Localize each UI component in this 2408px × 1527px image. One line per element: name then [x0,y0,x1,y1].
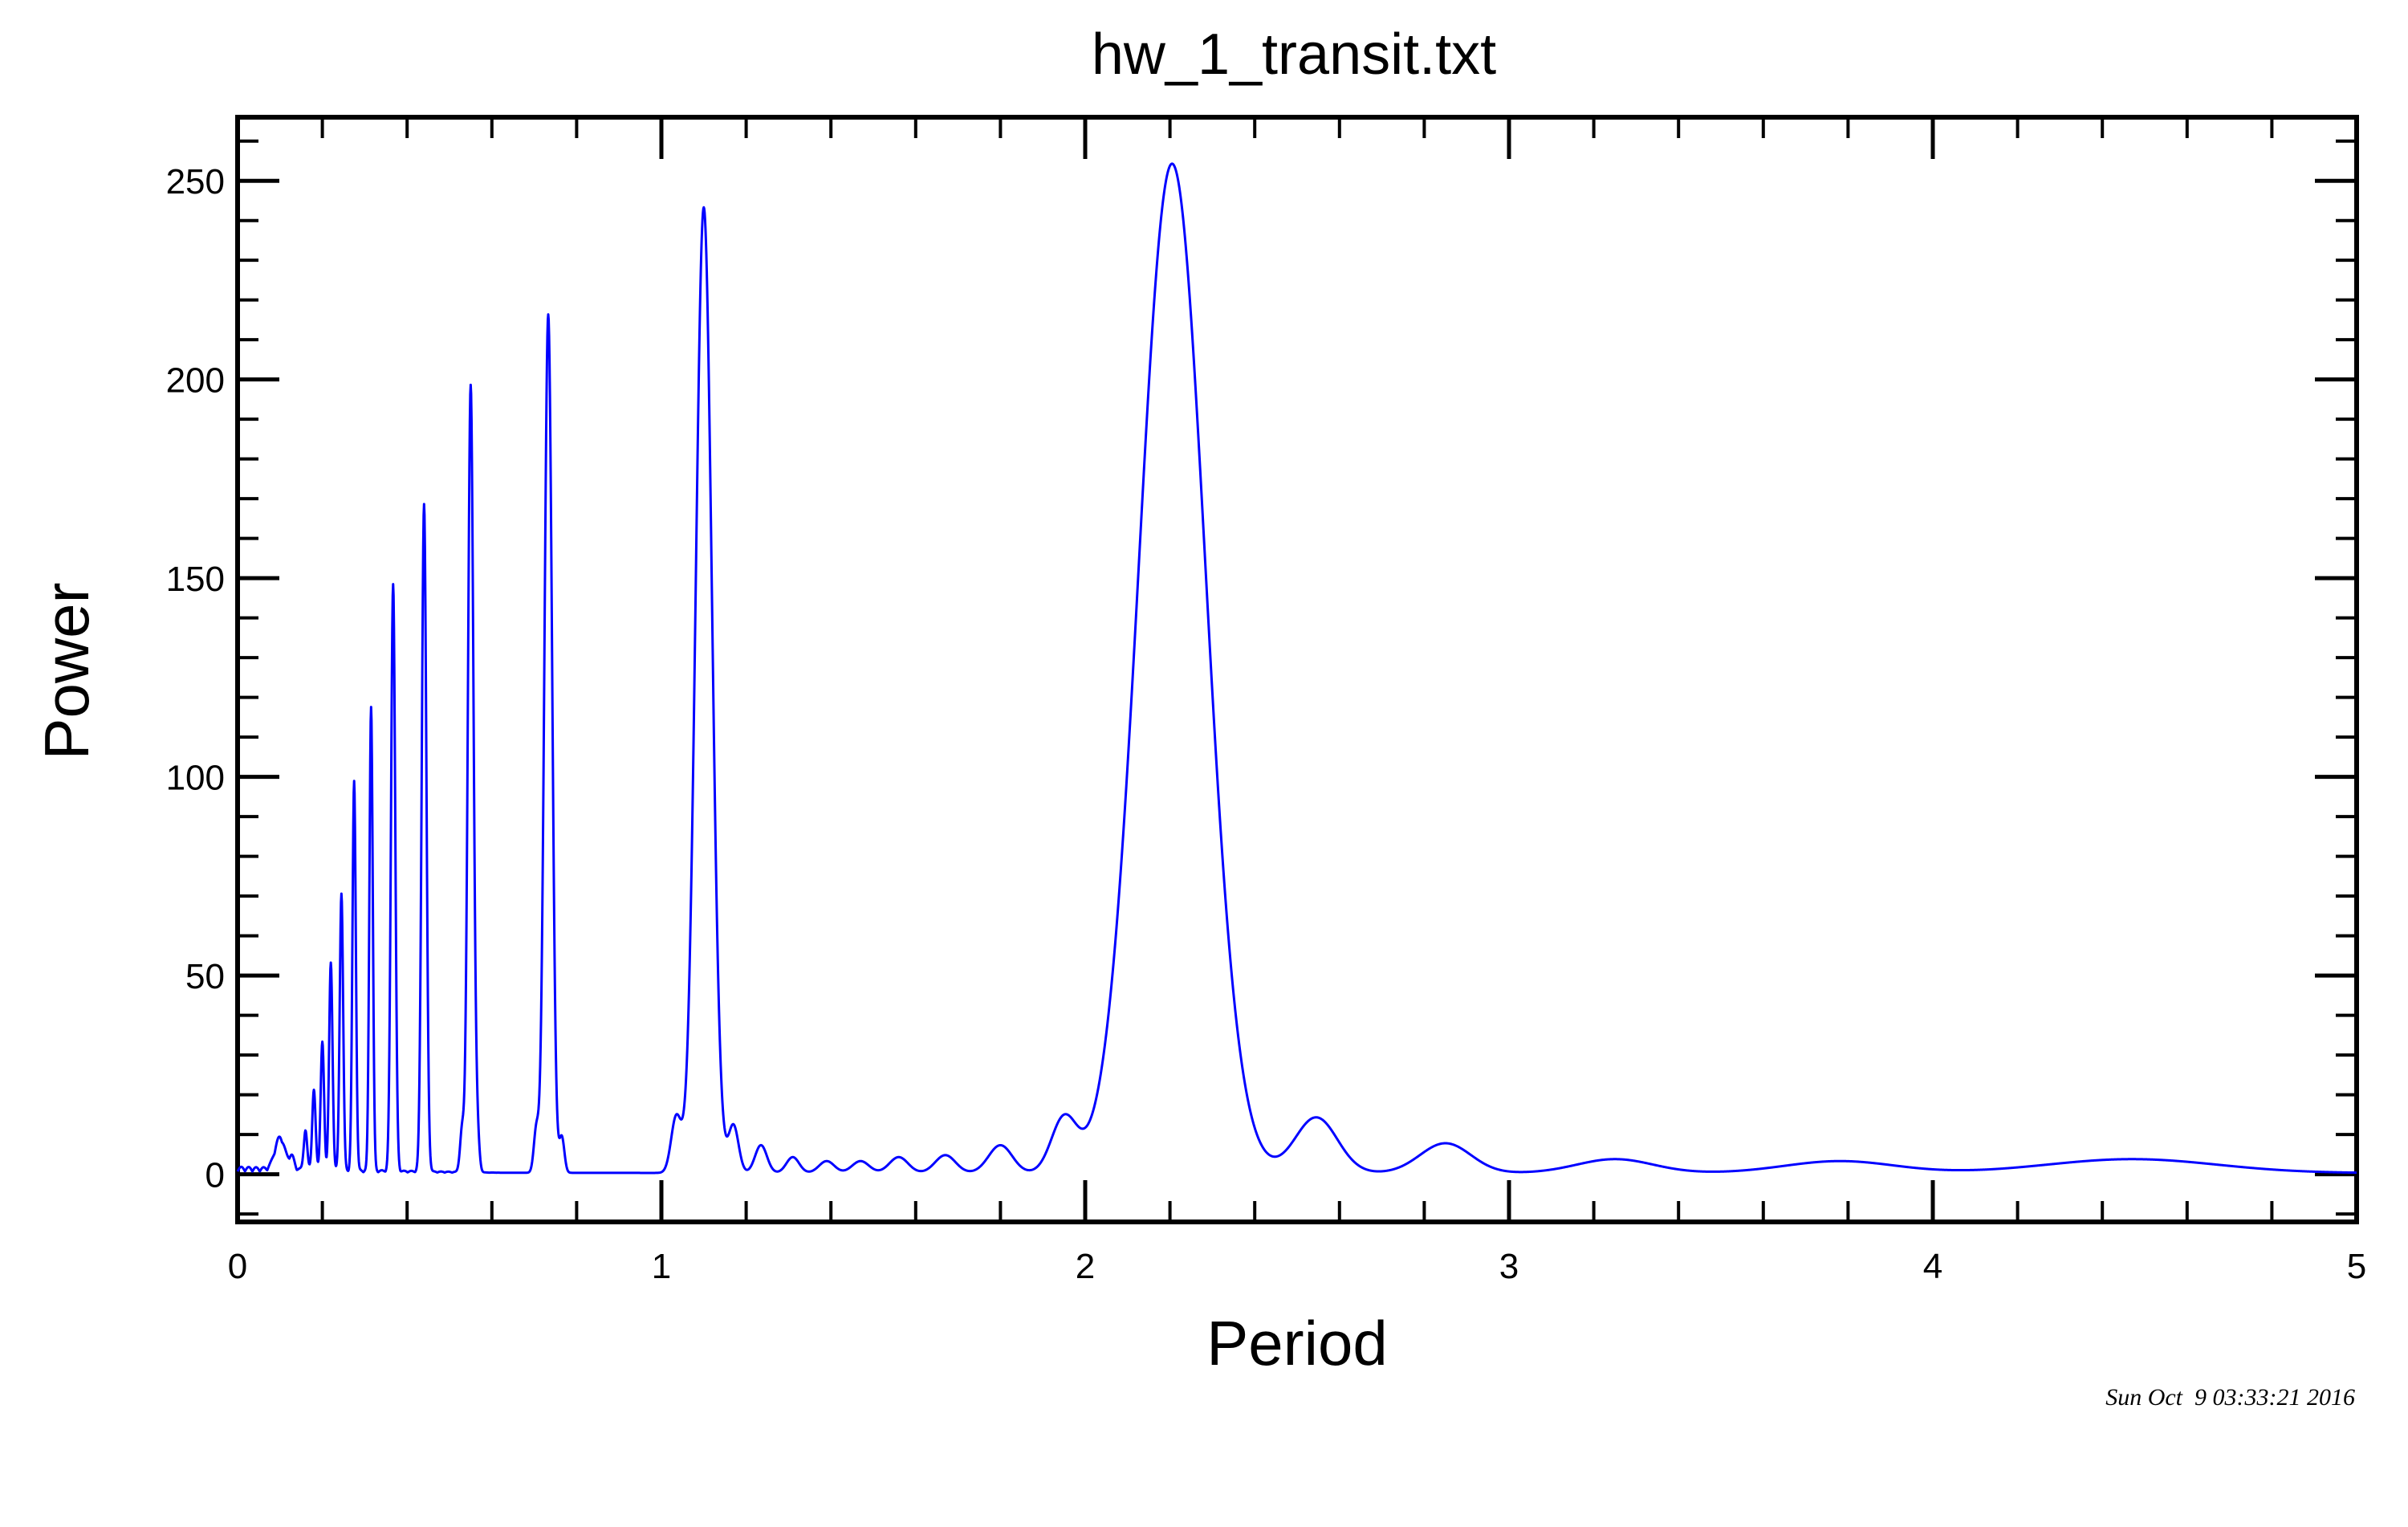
power-series-line [236,162,2357,1175]
y-tick-label: 0 [205,1156,225,1195]
y-tick-labels: 0 50 100 150 200 250 [166,162,225,1195]
y-tick-label: 200 [166,361,225,401]
y-tick-label: 150 [166,560,225,599]
x-tick-label: 2 [1076,1247,1095,1286]
plot-frame [235,115,2359,1224]
y-axis-label: Power [31,582,102,759]
x-tick-label: 5 [2347,1247,2366,1286]
y-tick-label: 100 [166,759,225,798]
x-tick-label: 0 [228,1247,247,1286]
x-tick-label: 1 [652,1247,671,1286]
y-tick-label: 250 [166,162,225,202]
timestamp: Sun Oct 9 03:33:21 2016 [2105,1384,2355,1411]
x-tick-label: 4 [1923,1247,1942,1286]
x-tick-label: 3 [1499,1247,1519,1286]
x-axis-label: Period [1206,1308,1387,1378]
x-tick-labels: 0 1 2 3 4 5 [228,1247,2366,1286]
y-tick-label: 50 [185,957,225,996]
axis-ticks [235,117,2359,1222]
chart-title: hw_1_transit.txt [1092,22,1496,87]
